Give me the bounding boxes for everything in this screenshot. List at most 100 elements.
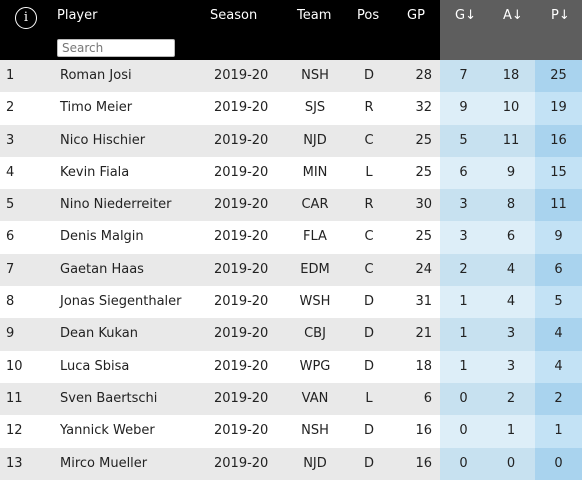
points-cell: 0 <box>535 447 582 480</box>
assists-cell: 3 <box>487 350 535 383</box>
position-cell: D <box>363 455 374 471</box>
rank-cell: 8 <box>6 294 15 310</box>
assists-cell: 9 <box>487 156 535 190</box>
goals-cell: 9 <box>440 92 487 125</box>
points-cell: 25 <box>535 60 582 93</box>
position-cell: C <box>364 132 374 148</box>
table-row[interactable]: 2 Timo Meier 2019-20 SJS R 32 9 10 19 <box>0 92 582 125</box>
team-cell: NSH <box>301 68 329 83</box>
season-cell: 2019-20 <box>214 197 269 213</box>
team-cell: FLA <box>303 229 327 245</box>
points-cell: 19 <box>535 92 582 125</box>
table-row[interactable]: 3 Nico Hischier 2019-20 NJD C 25 5 11 16 <box>0 124 582 157</box>
position-cell: D <box>363 423 374 439</box>
games-played-cell: 30 <box>415 197 432 213</box>
column-header-pos[interactable]: Pos <box>357 8 380 23</box>
season-cell: 2019-20 <box>214 326 269 342</box>
table-row[interactable]: 6 Denis Malgin 2019-20 FLA C 25 3 6 9 <box>0 221 582 254</box>
goals-cell: 1 <box>440 286 487 319</box>
rank-cell: 10 <box>6 358 23 374</box>
table-row[interactable]: 11 Sven Baertschi 2019-20 VAN L 6 0 2 2 <box>0 382 582 416</box>
assists-cell: 1 <box>487 415 535 448</box>
column-header-season[interactable]: Season <box>210 8 258 23</box>
games-played-cell: 16 <box>415 423 432 439</box>
team-cell: VAN <box>301 390 329 406</box>
season-cell: 2019-20 <box>214 68 269 83</box>
games-played-cell: 25 <box>415 164 432 180</box>
table-row[interactable]: 7 Gaetan Haas 2019-20 EDM C 24 2 4 6 <box>0 253 582 287</box>
goals-cell: 1 <box>440 350 487 383</box>
sorted-columns-header-bg <box>440 0 582 60</box>
team-cell: WPG <box>299 358 331 374</box>
position-cell: C <box>364 261 374 277</box>
player-name-cell: Kevin Fiala <box>60 164 130 180</box>
column-header-gp[interactable]: GP <box>407 8 425 23</box>
goals-cell: 1 <box>440 318 487 351</box>
points-cell: 6 <box>535 253 582 287</box>
rank-cell: 5 <box>6 197 15 213</box>
games-played-cell: 25 <box>415 229 432 245</box>
player-name-cell: Yannick Weber <box>60 423 155 439</box>
rank-cell: 9 <box>6 326 15 342</box>
season-cell: 2019-20 <box>214 100 269 116</box>
position-cell: D <box>363 326 374 342</box>
table-row[interactable]: 8 Jonas Siegenthaler 2019-20 WSH D 31 1 4 5 <box>0 286 582 319</box>
rank-cell: 4 <box>6 164 15 180</box>
team-cell: EDM <box>300 261 330 277</box>
column-header-team[interactable]: Team <box>297 8 332 23</box>
rank-cell: 11 <box>6 390 23 406</box>
info-icon[interactable]: i <box>15 7 37 29</box>
rank-cell: 2 <box>6 100 15 116</box>
games-played-cell: 18 <box>415 358 432 374</box>
column-header-player[interactable]: Player <box>57 8 98 23</box>
table-body: 1 Roman Josi 2019-20 NSH D 28 7 18 25 2 Timo Meier… <box>0 60 582 480</box>
goals-cell: 0 <box>440 447 487 480</box>
player-name-cell: Jonas Siegenthaler <box>60 294 182 310</box>
season-cell: 2019-20 <box>214 229 269 245</box>
table-row[interactable]: 12 Yannick Weber 2019-20 NSH D 16 0 1 1 <box>0 415 582 448</box>
player-name-cell: Timo Meier <box>60 100 133 116</box>
points-cell: 5 <box>535 286 582 319</box>
assists-cell: 4 <box>487 253 535 287</box>
points-cell: 1 <box>535 415 582 448</box>
season-cell: 2019-20 <box>214 423 269 439</box>
table-row[interactable]: 5 Nino Niederreiter 2019-20 CAR R 30 3 8 11 <box>0 189 582 222</box>
team-cell: CAR <box>301 197 329 213</box>
assists-cell: 18 <box>487 60 535 93</box>
table-row[interactable]: 10 Luca Sbisa 2019-20 WPG D 18 1 3 4 <box>0 350 582 383</box>
team-cell: SJS <box>304 100 326 116</box>
position-cell: R <box>364 100 374 116</box>
player-name-cell: Roman Josi <box>60 68 132 83</box>
season-cell: 2019-20 <box>214 132 269 148</box>
rank-cell: 12 <box>6 423 23 439</box>
player-search-input[interactable] <box>57 39 175 57</box>
column-header-points[interactable]: P↓ <box>551 8 570 23</box>
team-cell: MIN <box>302 164 328 180</box>
column-header-assists[interactable]: A↓ <box>503 8 523 23</box>
goals-cell: 6 <box>440 156 487 190</box>
table-row[interactable]: 4 Kevin Fiala 2019-20 MIN L 25 6 9 15 <box>0 156 582 190</box>
player-name-cell: Denis Malgin <box>60 229 144 245</box>
team-cell: NJD <box>303 455 327 471</box>
points-cell: 4 <box>535 350 582 383</box>
season-cell: 2019-20 <box>214 164 269 180</box>
assists-cell: 11 <box>487 124 535 157</box>
team-cell: NJD <box>303 132 327 148</box>
position-cell: D <box>363 68 374 83</box>
goals-cell: 3 <box>440 189 487 222</box>
player-name-cell: Mirco Mueller <box>60 455 148 471</box>
season-cell: 2019-20 <box>214 455 269 471</box>
assists-cell: 3 <box>487 318 535 351</box>
season-cell: 2019-20 <box>214 390 269 406</box>
player-name-cell: Nino Niederreiter <box>60 197 172 213</box>
table-row[interactable]: 13 Mirco Mueller 2019-20 NJD D 16 0 0 0 <box>0 447 582 480</box>
assists-cell: 4 <box>487 286 535 319</box>
season-cell: 2019-20 <box>214 294 269 310</box>
assists-cell: 2 <box>487 382 535 416</box>
column-header-goals[interactable]: G↓ <box>455 8 476 23</box>
games-played-cell: 31 <box>415 294 432 310</box>
table-row[interactable]: 1 Roman Josi 2019-20 NSH D 28 7 18 25 <box>0 60 582 93</box>
table-row[interactable]: 9 Dean Kukan 2019-20 CBJ D 21 1 3 4 <box>0 318 582 351</box>
points-cell: 2 <box>535 382 582 416</box>
